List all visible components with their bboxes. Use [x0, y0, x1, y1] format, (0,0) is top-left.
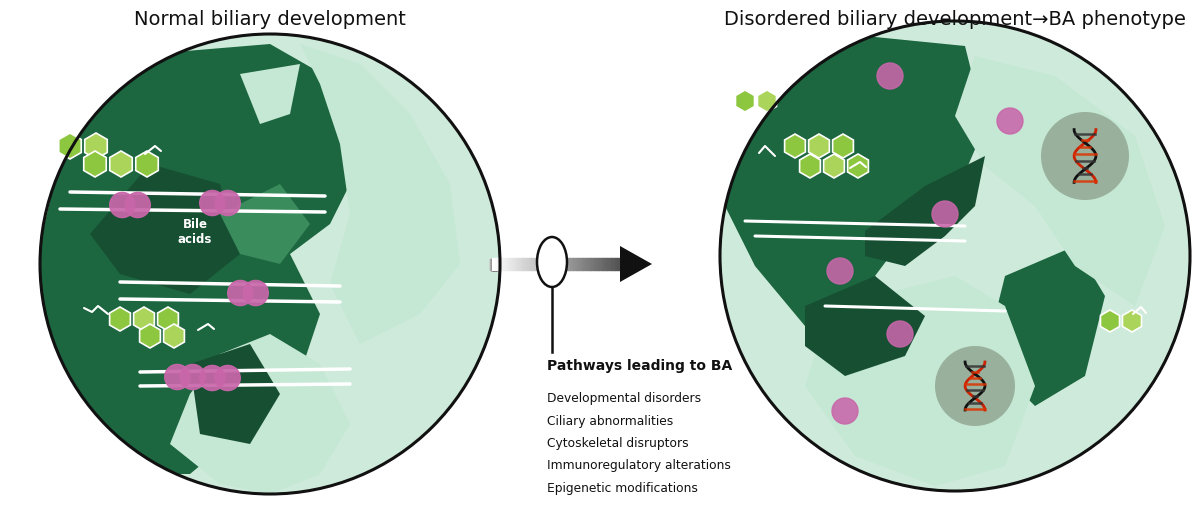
- Polygon shape: [720, 36, 985, 366]
- Polygon shape: [736, 90, 755, 112]
- Circle shape: [180, 364, 205, 390]
- Polygon shape: [785, 134, 805, 158]
- Polygon shape: [109, 151, 132, 177]
- Polygon shape: [136, 151, 158, 177]
- Circle shape: [228, 280, 253, 306]
- Polygon shape: [139, 324, 161, 348]
- Polygon shape: [805, 276, 925, 376]
- Polygon shape: [865, 156, 985, 266]
- Circle shape: [877, 63, 904, 89]
- Circle shape: [215, 191, 240, 215]
- Text: Disordered biliary development→BA phenotype: Disordered biliary development→BA phenot…: [724, 10, 1186, 29]
- Text: Normal biliary development: Normal biliary development: [134, 10, 406, 29]
- Circle shape: [125, 192, 150, 218]
- Circle shape: [887, 321, 913, 347]
- Polygon shape: [84, 151, 107, 177]
- Text: Epigenetic modifications: Epigenetic modifications: [547, 482, 698, 495]
- Polygon shape: [823, 154, 845, 178]
- Polygon shape: [809, 134, 829, 158]
- Polygon shape: [90, 164, 240, 294]
- Circle shape: [997, 108, 1024, 134]
- Circle shape: [164, 364, 190, 390]
- Polygon shape: [1122, 310, 1141, 332]
- Polygon shape: [157, 307, 179, 331]
- Polygon shape: [757, 90, 776, 112]
- Polygon shape: [847, 154, 869, 178]
- Circle shape: [199, 365, 224, 391]
- Text: Pathways leading to BA: Pathways leading to BA: [547, 359, 732, 373]
- Polygon shape: [799, 154, 821, 178]
- Polygon shape: [220, 184, 310, 264]
- Polygon shape: [190, 344, 280, 444]
- Text: Bile
acids: Bile acids: [178, 218, 212, 246]
- Circle shape: [720, 21, 1190, 491]
- Circle shape: [109, 192, 134, 218]
- Circle shape: [40, 34, 500, 494]
- Polygon shape: [1100, 310, 1120, 332]
- Polygon shape: [40, 44, 360, 474]
- Polygon shape: [85, 133, 107, 159]
- Text: Developmental disorders: Developmental disorders: [547, 392, 701, 405]
- Circle shape: [215, 365, 240, 391]
- Circle shape: [827, 258, 853, 284]
- Polygon shape: [955, 56, 1165, 306]
- Text: Cytoskeletal disruptors: Cytoskeletal disruptors: [547, 437, 689, 450]
- Polygon shape: [133, 307, 155, 331]
- Polygon shape: [300, 44, 460, 344]
- Polygon shape: [805, 276, 1036, 486]
- Polygon shape: [59, 133, 82, 159]
- Polygon shape: [985, 246, 1105, 406]
- Circle shape: [935, 346, 1015, 426]
- Polygon shape: [163, 324, 185, 348]
- Polygon shape: [240, 64, 300, 124]
- Ellipse shape: [538, 237, 568, 287]
- Text: Ciliary abnormalities: Ciliary abnormalities: [547, 414, 673, 428]
- Circle shape: [832, 398, 858, 424]
- Circle shape: [199, 191, 224, 215]
- Polygon shape: [109, 307, 131, 331]
- Text: Immunoregulatory alterations: Immunoregulatory alterations: [547, 459, 731, 473]
- Circle shape: [244, 280, 269, 306]
- Polygon shape: [833, 134, 853, 158]
- Circle shape: [1042, 112, 1129, 200]
- Circle shape: [932, 201, 958, 227]
- Polygon shape: [170, 334, 350, 494]
- Polygon shape: [620, 246, 652, 282]
